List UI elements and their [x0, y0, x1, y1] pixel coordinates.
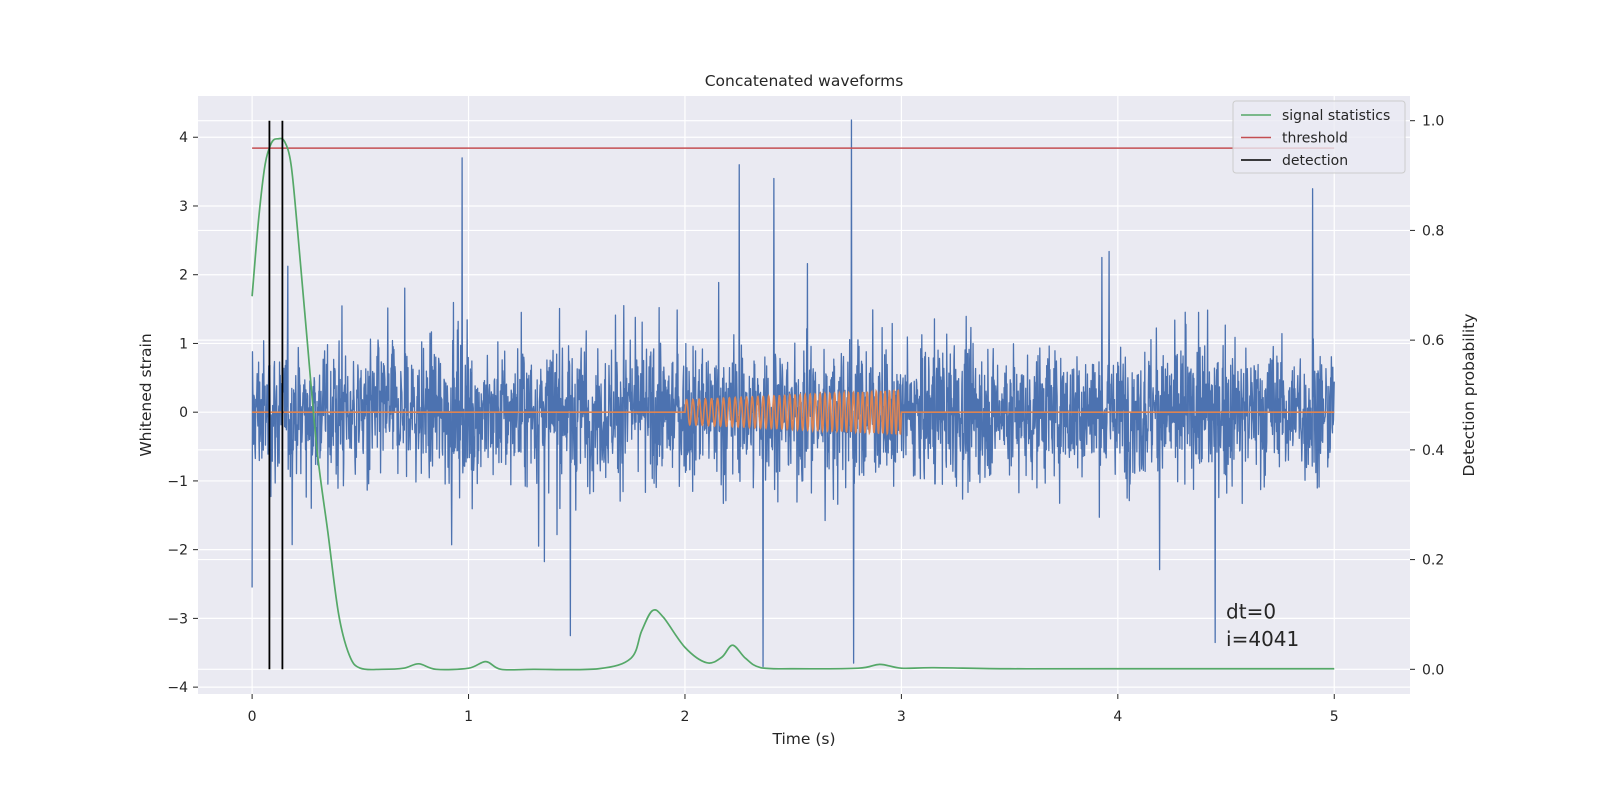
legend-box — [1232, 100, 1406, 174]
y-tick-label: −1 — [167, 474, 188, 490]
x-tick-label: 0 — [248, 709, 257, 725]
series-injected-chirp — [252, 388, 1335, 436]
y-tick-label: 0 — [179, 405, 188, 421]
legend-label-threshold: threshold — [1282, 131, 1348, 147]
axis-ticks: 0 1 2 3 4 5 −4 −3 −2 −1 0 1 2 3 4 0.0 0.2 0.4 0.6 0.8 1.0 — [167, 114, 1444, 725]
x-axis-label: Time (s) — [771, 730, 835, 748]
x-tick-label: 5 — [1330, 709, 1339, 725]
y2-tick-label: 0.0 — [1422, 662, 1444, 678]
y-tick-label: 3 — [179, 199, 188, 215]
x-tick-label: 2 — [681, 709, 690, 725]
x-tick-label: 3 — [897, 709, 906, 725]
y2-axis-label: Detection probability — [1460, 314, 1478, 477]
y-tick-label: 1 — [179, 336, 188, 352]
x-tick-label: 1 — [464, 709, 473, 725]
x-tick-label: 4 — [1113, 709, 1122, 725]
y-tick-label: −4 — [167, 680, 188, 696]
legend-label-signal-statistics: signal statistics — [1282, 108, 1390, 124]
y2-tick-label: 0.8 — [1422, 223, 1444, 239]
legend-label-detection: detection — [1282, 153, 1348, 169]
chart-title: Concatenated waveforms — [705, 72, 904, 90]
y2-tick-label: 0.6 — [1422, 333, 1444, 349]
series-signal-statistics — [251, 137, 1335, 671]
y-tick-label: 4 — [179, 130, 188, 146]
series-layer — [251, 119, 1335, 671]
y-tick-label: −3 — [167, 611, 188, 627]
y2-tick-label: 0.2 — [1422, 553, 1444, 569]
y-tick-label: −2 — [167, 543, 188, 559]
y2-tick-label: 1.0 — [1422, 114, 1444, 130]
y-axis-label: Whitened strain — [137, 333, 155, 456]
y2-tick-label: 0.4 — [1422, 443, 1444, 459]
legend: signal statistics threshold detection — [1232, 100, 1406, 174]
annotation-dt: dt=0 — [1226, 599, 1276, 623]
annotation-index: i=4041 — [1226, 627, 1299, 651]
y-tick-label: 2 — [179, 268, 188, 284]
